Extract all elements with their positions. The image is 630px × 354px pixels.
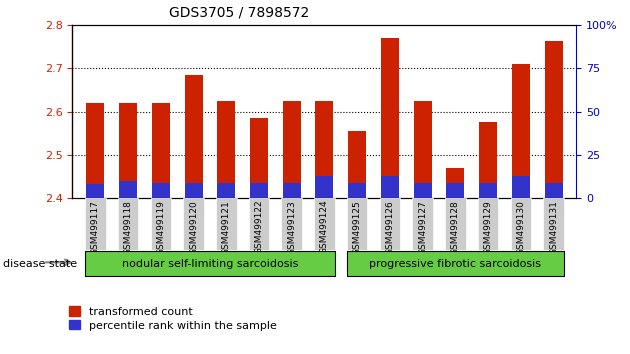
Text: GSM499117: GSM499117 [91,200,100,255]
Bar [250,118,268,198]
FancyBboxPatch shape [510,198,531,250]
Bar [283,101,301,198]
Bar [283,183,301,198]
FancyBboxPatch shape [445,198,466,250]
Text: progressive fibrotic sarcoidosis: progressive fibrotic sarcoidosis [369,259,541,269]
FancyBboxPatch shape [347,251,564,276]
Bar [152,103,170,198]
Bar [381,176,399,198]
Text: GSM499128: GSM499128 [451,200,460,255]
Text: GSM499126: GSM499126 [386,200,394,255]
Bar [119,103,137,198]
FancyBboxPatch shape [347,198,367,250]
FancyBboxPatch shape [151,198,171,250]
Text: GDS3705 / 7898572: GDS3705 / 7898572 [169,5,309,19]
Bar [512,64,530,198]
Text: GSM499123: GSM499123 [287,200,296,255]
FancyBboxPatch shape [478,198,498,250]
Text: GSM499129: GSM499129 [484,200,493,255]
Text: GSM499121: GSM499121 [222,200,231,255]
Bar [414,183,432,198]
Bar [544,183,563,198]
Bar [447,183,464,198]
Bar [479,183,497,198]
Bar [86,103,105,198]
Bar [185,183,202,198]
Bar [217,101,235,198]
Text: disease state: disease state [3,259,77,269]
Text: nodular self-limiting sarcoidosis: nodular self-limiting sarcoidosis [122,259,298,269]
Bar [348,183,366,198]
Bar [217,183,235,198]
FancyBboxPatch shape [85,251,335,276]
Text: GSM499122: GSM499122 [255,200,263,255]
Text: GSM499120: GSM499120 [189,200,198,255]
Text: GSM499131: GSM499131 [549,200,558,255]
FancyBboxPatch shape [183,198,204,250]
FancyBboxPatch shape [249,198,269,250]
Bar [86,184,105,198]
Bar [152,183,170,198]
FancyBboxPatch shape [543,198,564,250]
Text: GSM499125: GSM499125 [353,200,362,255]
Text: GSM499130: GSM499130 [517,200,525,255]
Bar [119,181,137,198]
Bar [381,38,399,198]
FancyBboxPatch shape [282,198,302,250]
FancyBboxPatch shape [85,198,106,250]
Bar [316,176,333,198]
Bar [316,101,333,198]
FancyBboxPatch shape [118,198,139,250]
Bar [348,131,366,198]
Bar [185,75,202,198]
FancyBboxPatch shape [216,198,237,250]
Bar [479,122,497,198]
Bar [512,176,530,198]
FancyBboxPatch shape [380,198,400,250]
Bar [414,101,432,198]
Legend: transformed count, percentile rank within the sample: transformed count, percentile rank withi… [69,307,277,331]
Text: GSM499127: GSM499127 [418,200,427,255]
Bar [447,168,464,198]
FancyBboxPatch shape [412,198,433,250]
Bar [250,183,268,198]
FancyBboxPatch shape [314,198,335,250]
Text: GSM499118: GSM499118 [123,200,132,255]
Bar [544,41,563,198]
Text: GSM499119: GSM499119 [156,200,165,255]
Text: GSM499124: GSM499124 [320,200,329,255]
